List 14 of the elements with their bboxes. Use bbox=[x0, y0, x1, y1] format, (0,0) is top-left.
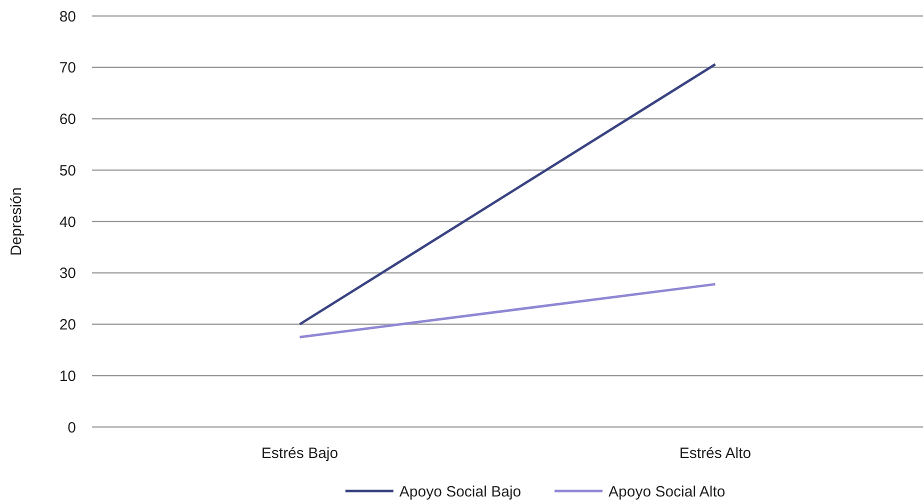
y-tick-label: 0 bbox=[68, 419, 76, 436]
y-tick-label: 60 bbox=[59, 111, 76, 128]
y-tick-label: 40 bbox=[59, 214, 76, 231]
legend-label: Apoyo Social Bajo bbox=[399, 483, 522, 500]
y-axis-title: Depresión bbox=[8, 187, 25, 256]
legend-label: Apoyo Social Alto bbox=[608, 483, 726, 500]
y-tick-label: 80 bbox=[59, 8, 76, 26]
y-tick-label: 70 bbox=[59, 60, 76, 77]
x-tick-label: Estrés Alto bbox=[679, 445, 752, 462]
x-tick-label: Estrés Bajo bbox=[261, 445, 338, 462]
y-tick-label: 30 bbox=[59, 265, 76, 282]
y-tick-label: 20 bbox=[59, 316, 76, 334]
y-tick-label: 50 bbox=[59, 162, 76, 180]
y-tick-label: 10 bbox=[59, 368, 76, 385]
